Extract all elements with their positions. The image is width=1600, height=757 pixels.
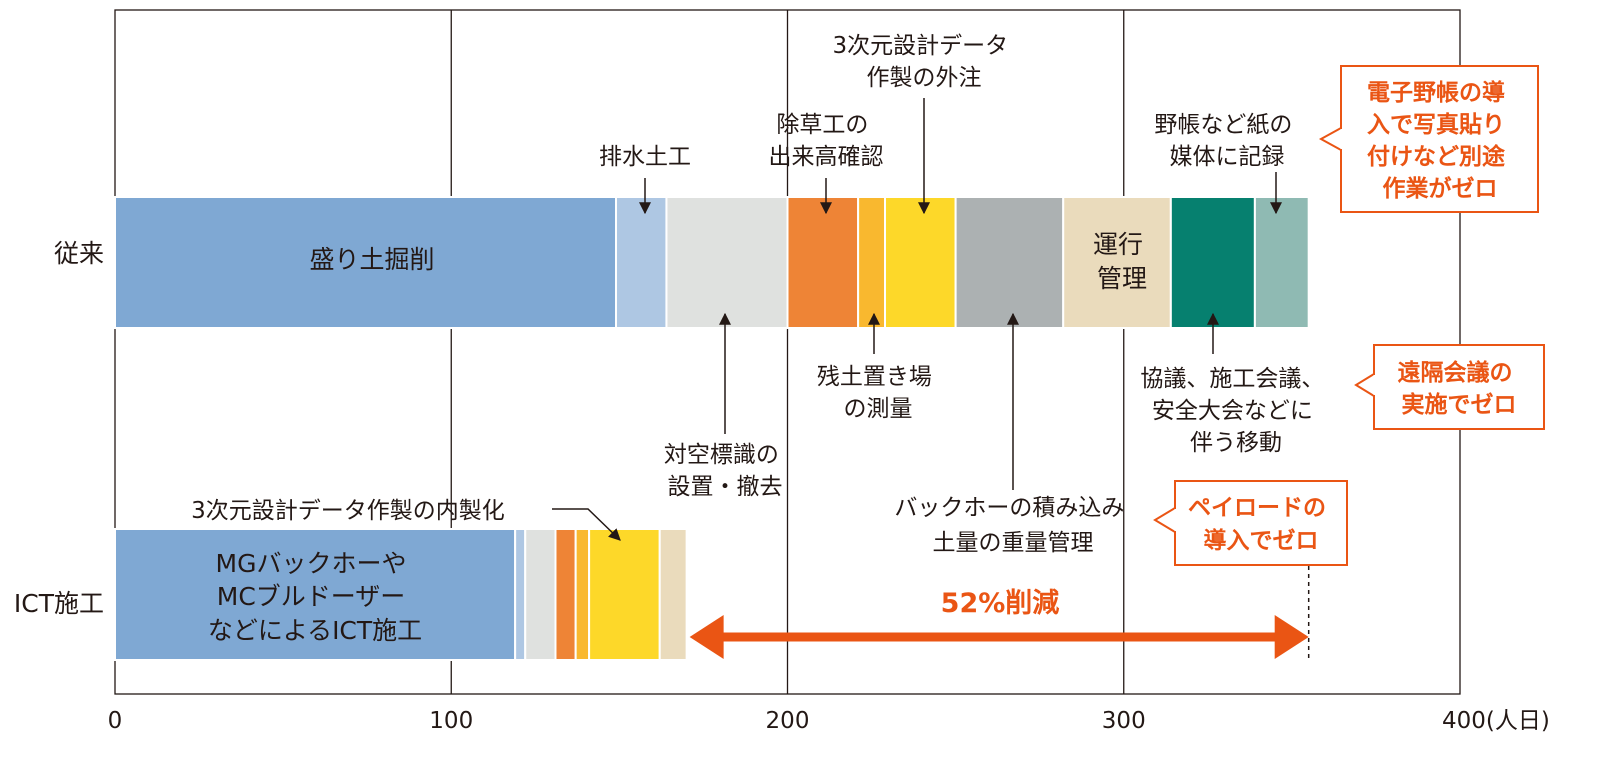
bar-segment-ict-3 [554, 528, 577, 661]
callout-denshi-pointer [1318, 127, 1342, 151]
annotation-backhoe-line-2: 土量の重量管理 [933, 530, 1094, 556]
annotation-haisui: 排水土工 [599, 144, 691, 170]
x-tick-label-100: 100 [429, 708, 473, 734]
callout-denshi-line-3: 付けなど別途 [1367, 143, 1506, 170]
bar-segment-ict-1 [514, 528, 527, 661]
callout-payload-pointer [1153, 507, 1176, 533]
callout-enkaku-pointer [1354, 373, 1375, 397]
callout-enkaku: 遠隔会議の 実施でゼロ [1354, 344, 1545, 430]
bar-segment-ict-5 [588, 528, 661, 661]
callout-denshi-line-4: 作業がゼロ [1383, 175, 1498, 202]
bar-segment-ict-0 [114, 528, 517, 661]
bar-segment-conventional-3 [786, 196, 860, 329]
annotation-yacho: 野帳など紙の 媒体に記録 [1154, 112, 1299, 170]
bar-segment-conventional-5 [884, 196, 957, 329]
annotation-backhoe: バックホーの積み込み 土量の重量管理 [894, 495, 1131, 556]
annotation-gaichu-line-2: 作製の外注 [867, 65, 982, 91]
segment-label-unko-line-1: 運行 [1093, 230, 1143, 259]
reduction-label: 52%削減 [941, 588, 1060, 619]
annotation-yacho-line-2: 媒体に記録 [1170, 144, 1285, 170]
annotation-kyogi-line-3: 伴う移動 [1190, 430, 1282, 456]
bar-segment-conventional-8 [1169, 196, 1256, 329]
bar-segment-conventional-2 [665, 196, 789, 329]
callout-payload: ペイロードの 導入でゼロ [1153, 480, 1348, 566]
segment-label-ict-line-2: MCブルドーザー [217, 582, 406, 611]
callout-payload-text: ペイロードの 導入でゼロ [1188, 495, 1334, 554]
bar-segment-ict-2 [524, 528, 557, 661]
annotation-zando-line-2: の測量 [844, 396, 913, 422]
segment-label-unko-line-2: 管理 [1097, 264, 1147, 293]
callout-denshi-text: 電子野帳の導 入で写真貼り 付けなど別途 作業がゼロ [1367, 79, 1513, 202]
annotation-yacho-line-1: 野帳など紙の [1154, 112, 1292, 138]
annotation-gaichu-line-1: 3次元設計データ [833, 33, 1009, 59]
callout-enkaku-text: 遠隔会議の 実施でゼロ [1397, 359, 1520, 418]
x-tick-label-0: 0 [108, 708, 123, 734]
bars [114, 196, 1310, 661]
bar-segment-ict-6 [658, 528, 688, 661]
annotation-josou-line-1: 除草工の [776, 112, 868, 138]
callout-denshi-box [1340, 65, 1539, 213]
callout-enkaku-line-1: 遠隔会議の [1397, 359, 1512, 386]
annotation-backhoe-line-1: バックホーの積み込み [894, 495, 1124, 521]
bar-segment-conventional-7 [1062, 196, 1172, 329]
segment-label-ict: MGバックホーや MCブルドーザー などによるICT施工 [208, 549, 422, 645]
bar-segment-conventional-9 [1253, 196, 1310, 329]
annotation-kyogi-line-1: 協議、施工会議、 [1140, 366, 1324, 392]
callout-denshi: 電子野帳の導 入で写真貼り 付けなど別途 作業がゼロ [1318, 65, 1539, 213]
callout-enkaku-box [1373, 344, 1545, 430]
annotation-kyogi: 協議、施工会議、 安全大会などに 伴う移動 [1140, 366, 1331, 456]
annotation-zando-line-1: 残土置き場 [817, 364, 932, 390]
x-axis: 0 100 200 300 400(人日) [108, 708, 1550, 734]
reduction-arrow-head-left [689, 615, 724, 659]
bar-segment-conventional-1 [615, 196, 668, 329]
category-label-ict: ICT施工 [14, 589, 104, 618]
leader-naisei [552, 508, 621, 541]
segment-label-ict-line-1: MGバックホーや [216, 549, 407, 578]
reduction-arrow [689, 566, 1310, 662]
annotation-kyogi-line-2: 安全大会などに [1152, 398, 1313, 424]
category-label-conventional: 従来 [54, 239, 104, 268]
annotation-taiku-line-1: 対空標識の [664, 442, 779, 468]
bar-segment-conventional-4 [857, 196, 887, 329]
callout-payload-line-2: 導入でゼロ [1204, 527, 1319, 554]
x-tick-label-400: 400(人日) [1442, 708, 1550, 734]
segment-label-ict-line-3: などによるICT施工 [208, 616, 422, 645]
bar-segment-ict-4 [574, 528, 591, 661]
annotation-taiku: 対空標識の 設置・撤去 [664, 442, 786, 500]
callout-enkaku-line-2: 実施でゼロ [1402, 391, 1517, 418]
bar-segment-conventional-6 [954, 196, 1065, 329]
annotation-josou: 除草工の 出来高確認 [769, 112, 884, 170]
annotation-naisei: 3次元設計データ作製の内製化 [191, 498, 505, 524]
reduction-arrow-shaft [721, 632, 1277, 642]
segment-label-unko: 運行 管理 [1093, 230, 1151, 293]
callout-denshi-line-2: 入で写真貼り [1367, 111, 1505, 138]
segment-label-morido: 盛り土掘削 [309, 245, 434, 274]
bar-segment-conventional-0 [114, 196, 618, 329]
annotation-josou-line-2: 出来高確認 [769, 144, 884, 170]
annotation-taiku-line-2: 設置・撤去 [668, 474, 783, 500]
reduction-arrow-head-right [1274, 615, 1309, 659]
x-tick-label-300: 300 [1102, 708, 1146, 734]
callout-payload-line-1: ペイロードの [1188, 495, 1326, 521]
x-tick-label-200: 200 [766, 708, 810, 734]
annotation-gaichu: 3次元設計データ 作製の外注 [833, 33, 1016, 91]
callout-denshi-line-1: 電子野帳の導 [1367, 79, 1505, 106]
annotation-zando: 残土置き場 の測量 [817, 364, 939, 422]
